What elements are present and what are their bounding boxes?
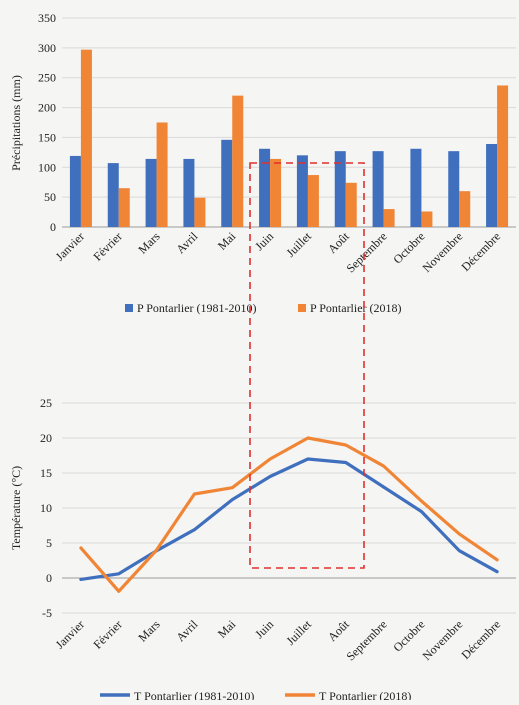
precip-x-tick-label: Décembre [458, 229, 503, 274]
precip-bar-2018 [345, 182, 357, 227]
temp-y-tick-label: 10 [40, 501, 52, 515]
temp-legend-label: T Pontarlier (1981-2010) [134, 689, 254, 700]
precip-bar-normal [107, 163, 119, 227]
precip-bar-normal [296, 155, 308, 227]
temp-y-tick-label: -5 [42, 606, 52, 620]
precip-bar-normal [145, 158, 157, 227]
temperature-chart: Température (°C) -5 0 5 10 15 20 25 Janvier Févr… [9, 396, 516, 703]
precip-x-tick-label: Janvier [53, 229, 87, 263]
precip-bar-2018 [118, 188, 130, 227]
precip-legend-swatch [125, 304, 133, 312]
precip-bar-2018 [156, 122, 168, 227]
temp-line-2018 [79, 436, 499, 593]
precip-bar-normal [259, 148, 271, 227]
precip-bar-normal [448, 151, 460, 227]
precip-bar-2018 [497, 85, 509, 227]
precip-y-axis-label: Précipitations (mm) [9, 75, 23, 171]
temp-x-tick-label: Juin [252, 617, 276, 641]
precip-bar-normal [183, 158, 195, 227]
precip-y-tick-label: 0 [50, 220, 56, 234]
precip-y-tick-label: 300 [38, 41, 56, 55]
precip-bar-2018 [232, 95, 244, 227]
temp-y-tick-label: 5 [46, 536, 52, 550]
temp-x-tick-label: Novembre [420, 617, 466, 663]
precip-bar-normal [221, 139, 233, 227]
temp-x-tick-label: Octobre [390, 617, 427, 654]
temp-x-tick-label: Avril [173, 617, 201, 645]
precip-y-tick-label: 200 [38, 101, 56, 115]
precip-y-tick-label: 250 [38, 71, 56, 85]
temp-x-tick-label: Mai [215, 617, 239, 641]
temp-x-tick-label: Août [325, 617, 352, 644]
precip-bar-2018 [80, 49, 92, 227]
precip-x-tick-label: Juillet [283, 229, 314, 260]
precip-x-tick-label: Novembre [420, 229, 466, 275]
temp-y-tick-label: 0 [46, 571, 52, 585]
temp-y-axis-label: Température (°C) [9, 466, 23, 550]
precip-x-tick-label: Avril [173, 229, 201, 257]
precip-bar-normal [334, 151, 346, 227]
precip-legend-label: P Pontarlier (1981-2010) [137, 301, 257, 315]
precip-x-tick-label: Octobre [390, 229, 427, 266]
precip-x-tick-label: Mai [215, 229, 239, 253]
precip-x-tick-label: Septembre [344, 229, 390, 275]
temp-x-tick-label: Septembre [344, 617, 390, 663]
precip-bar-2018 [270, 158, 282, 227]
precip-y-tick-label: 100 [38, 160, 56, 174]
precip-bar-2018 [459, 191, 471, 227]
precip-bar-normal [69, 155, 81, 227]
temp-x-tick-label: Janvier [53, 617, 87, 651]
temp-x-tick-label: Juillet [283, 617, 314, 648]
precip-x-tick-label: Février [90, 229, 124, 263]
precip-x-tick-label: Août [325, 229, 352, 256]
precip-legend-swatch [298, 304, 306, 312]
precip-bar-normal [486, 143, 498, 227]
precip-bar-2018 [421, 211, 433, 227]
temp-y-tick-label: 25 [40, 396, 52, 410]
precip-bar-normal [410, 148, 422, 227]
precip-bar-2018 [194, 197, 206, 227]
precip-legend-label: P Pontarlier (2018) [310, 301, 402, 315]
temp-line-normal [79, 457, 499, 582]
precip-y-tick-label: 150 [38, 130, 56, 144]
precip-x-tick-label: Juin [252, 229, 276, 253]
precip-y-tick-label: 350 [38, 11, 56, 25]
temp-x-tick-label: Décembre [458, 617, 503, 662]
precip-y-tick-label: 50 [44, 190, 56, 204]
temp-x-tick-label: Mars [135, 617, 163, 645]
temp-y-tick-label: 15 [40, 466, 52, 480]
precip-bar-normal [372, 151, 384, 227]
temp-legend-label: T Pontarlier (2018) [319, 689, 411, 700]
summer-highlight-box [249, 162, 365, 569]
precip-bar-2018 [307, 175, 319, 227]
precip-x-tick-label: Mars [135, 229, 163, 257]
temp-y-tick-label: 20 [40, 431, 52, 445]
precip-bar-2018 [383, 209, 395, 227]
temp-x-tick-label: Février [90, 617, 124, 651]
